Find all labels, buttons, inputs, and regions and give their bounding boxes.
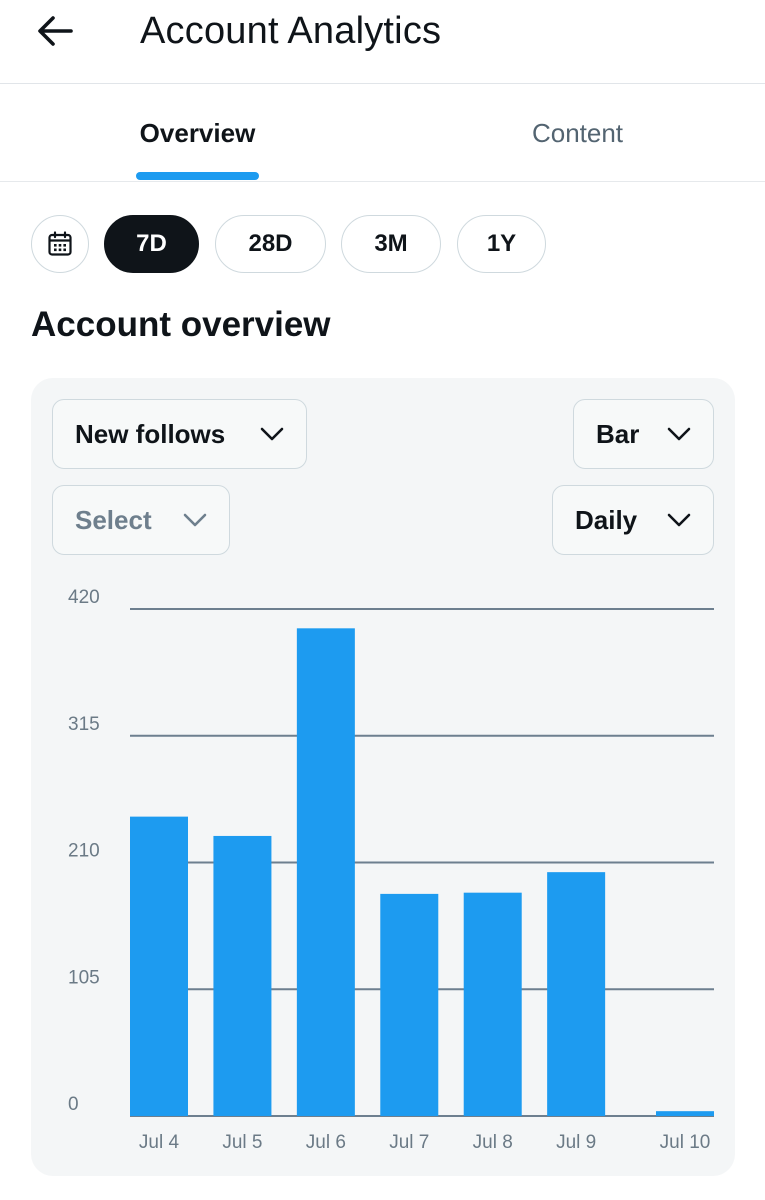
page-title: Account Analytics xyxy=(140,10,442,52)
tab-content[interactable]: Content xyxy=(531,117,624,148)
range-1y-button[interactable]: 1Y xyxy=(457,215,546,273)
chevron-down-icon xyxy=(667,427,691,441)
range-7d-button[interactable]: 7D xyxy=(104,215,199,273)
arrow-left-icon xyxy=(38,16,73,46)
tab-overview[interactable]: Overview xyxy=(139,117,256,148)
metric-dropdown-label: New follows xyxy=(75,418,226,449)
chart-type-dropdown-label: Bar xyxy=(596,418,640,449)
app-header: Account Analytics xyxy=(0,0,765,84)
chart-type-dropdown[interactable]: Bar xyxy=(573,399,714,469)
metric-dropdown[interactable]: New follows xyxy=(52,399,307,469)
calendar-button[interactable] xyxy=(31,215,89,273)
compare-dropdown-label: Select xyxy=(75,504,152,535)
tab-bar: Overview Content xyxy=(0,84,765,182)
date-range-selector: 7D 28D 3M 1Y xyxy=(0,215,765,275)
chevron-down-icon xyxy=(183,513,207,527)
chevron-down-icon xyxy=(667,513,691,527)
section-title: Account overview xyxy=(31,305,331,344)
chevron-down-icon xyxy=(260,427,284,441)
interval-dropdown-label: Daily xyxy=(575,504,638,535)
interval-dropdown[interactable]: Daily xyxy=(552,485,714,555)
range-3m-button[interactable]: 3M xyxy=(341,215,441,273)
compare-dropdown[interactable]: Select xyxy=(52,485,230,555)
range-28d-button[interactable]: 28D xyxy=(215,215,326,273)
active-tab-indicator xyxy=(136,172,259,180)
calendar-icon xyxy=(48,231,72,256)
back-button[interactable] xyxy=(30,8,80,54)
